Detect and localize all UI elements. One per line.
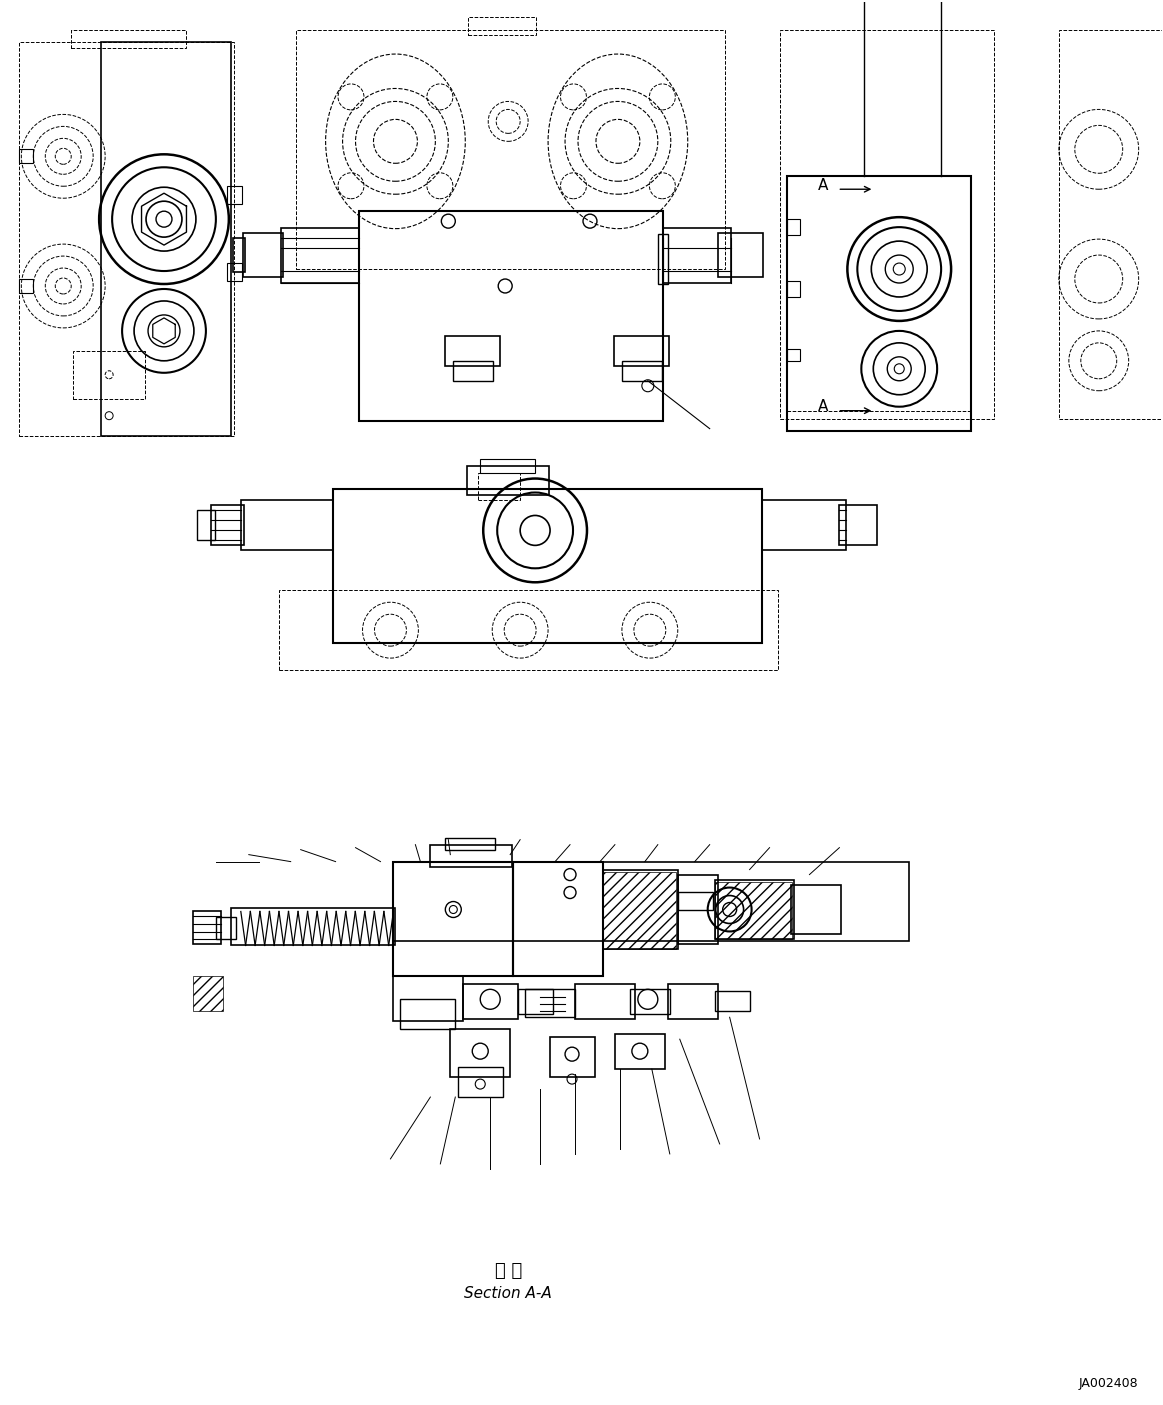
Bar [786, 176, 971, 431]
Bar [513, 861, 602, 976]
Bar [614, 336, 669, 365]
Bar [792, 885, 841, 934]
Bar [20, 42, 234, 436]
Bar [615, 1034, 665, 1069]
Bar [786, 281, 800, 296]
Bar [786, 348, 800, 361]
Bar [663, 228, 730, 282]
Bar [295, 30, 725, 268]
Text: A: A [818, 399, 828, 414]
Text: 断 面: 断 面 [494, 1262, 522, 1280]
Bar [458, 1068, 504, 1097]
Bar [468, 465, 549, 496]
Bar [602, 870, 678, 950]
Bar [197, 510, 215, 541]
Bar [718, 233, 763, 277]
Bar [715, 992, 750, 1012]
Bar [71, 30, 186, 48]
Bar [227, 187, 242, 204]
Bar [358, 211, 663, 420]
Bar [393, 861, 909, 941]
Bar [20, 280, 34, 294]
Bar [243, 233, 283, 277]
Bar [454, 361, 493, 381]
Bar [678, 874, 718, 944]
Bar [519, 989, 554, 1014]
Bar [430, 844, 512, 867]
Bar [658, 235, 668, 284]
Bar [400, 999, 455, 1030]
Bar [622, 361, 662, 381]
Bar [1058, 30, 1162, 419]
Bar [630, 989, 670, 1014]
Bar [393, 861, 513, 976]
Bar [101, 42, 230, 436]
Bar [193, 976, 223, 1012]
Bar [450, 1030, 511, 1078]
Bar [279, 590, 778, 670]
Text: Section A-A: Section A-A [464, 1286, 552, 1301]
Text: JA002408: JA002408 [1079, 1377, 1139, 1390]
Bar [193, 912, 221, 944]
Bar [550, 1037, 595, 1078]
Bar [393, 976, 463, 1021]
Bar [478, 472, 520, 500]
Bar [602, 871, 676, 950]
Bar [779, 30, 994, 419]
Bar [211, 506, 244, 545]
Bar [73, 351, 145, 399]
Bar [480, 458, 535, 472]
Bar [20, 149, 34, 163]
Bar [230, 908, 395, 946]
Bar [762, 500, 847, 551]
Text: A: A [818, 178, 828, 192]
Bar [233, 237, 244, 273]
Bar [526, 989, 575, 1017]
Bar [333, 489, 762, 643]
Bar [445, 336, 500, 365]
Bar [715, 881, 792, 940]
Bar [280, 228, 358, 282]
Bar [241, 500, 333, 551]
Bar [840, 506, 877, 545]
Bar [678, 892, 713, 909]
Bar [786, 219, 800, 235]
Bar [227, 263, 242, 281]
Bar [469, 17, 536, 35]
Bar [715, 880, 794, 940]
Bar [216, 917, 236, 940]
Bar [463, 985, 519, 1019]
Bar [668, 985, 718, 1019]
Bar [575, 985, 635, 1019]
Bar [445, 837, 495, 850]
